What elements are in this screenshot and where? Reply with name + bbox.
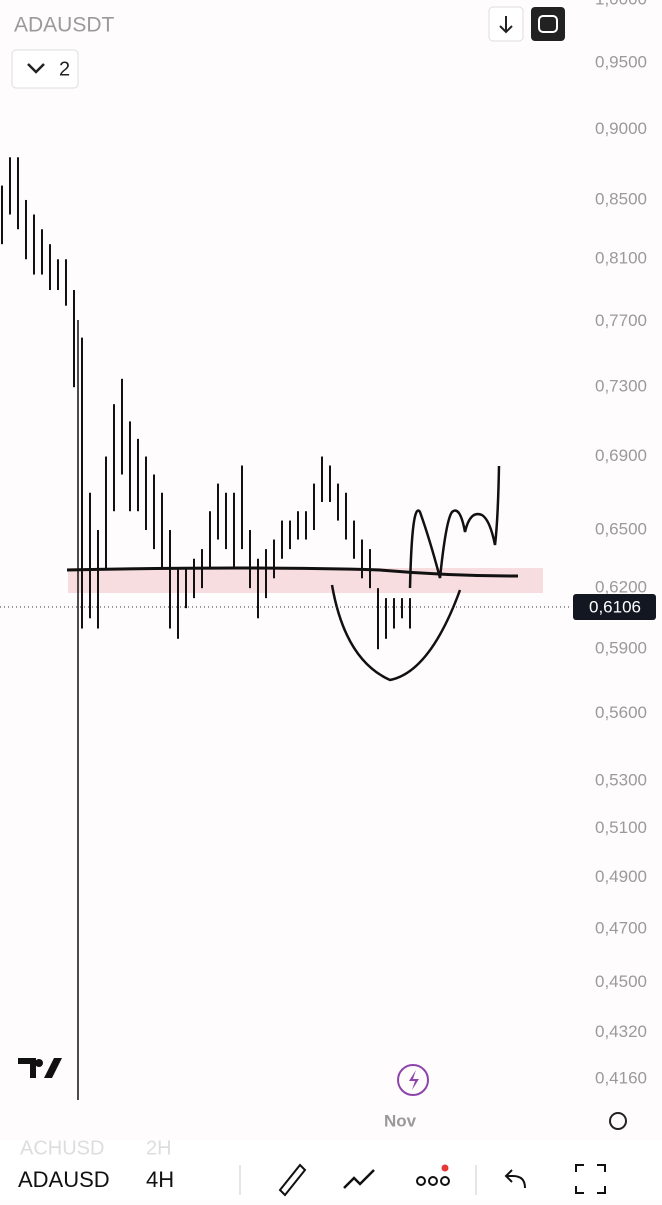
support-zone (68, 568, 543, 593)
toolbar-interval[interactable]: 4H (146, 1167, 174, 1192)
projection-drawing (408, 465, 501, 589)
fullscreen-icon (538, 15, 558, 33)
y-tick-label: 0,8500 (595, 189, 647, 208)
bolt-icon (409, 1070, 419, 1090)
y-tick-label: 0,4160 (595, 1069, 647, 1088)
y-tick-label: 0,7300 (595, 377, 647, 396)
last-price-label: 0,6106 (589, 597, 641, 616)
y-tick-label: 0,8100 (595, 249, 647, 268)
indicator-icon[interactable] (343, 1169, 375, 1189)
x-tick-label: Nov (384, 1111, 417, 1130)
y-tick-label: 0,5300 (595, 771, 647, 790)
y-tick-label: 0,4500 (595, 972, 647, 991)
chevron-icon (27, 63, 45, 74)
y-tick-label: 0,4700 (595, 918, 647, 937)
undo-icon[interactable] (504, 1169, 526, 1189)
y-tick-label: 0,4900 (595, 867, 647, 886)
y-tick-label: 0,5600 (595, 703, 647, 722)
y-tick-label: 0,9500 (595, 53, 647, 72)
y-tick-label: 0,6200 (595, 578, 647, 597)
y-tick-label: 0,5900 (595, 639, 647, 658)
arrow-icon (499, 16, 513, 34)
more-icon[interactable] (416, 1164, 450, 1186)
logo-dot (35, 1059, 43, 1067)
layout-button[interactable] (11, 49, 79, 89)
y-tick-label: 0,5100 (595, 818, 647, 837)
cup-drawing (330, 584, 462, 682)
y-tick-label: 0,7700 (595, 311, 647, 330)
draw-icon[interactable] (278, 1163, 307, 1197)
settings-button[interactable] (609, 1112, 627, 1130)
y-tick-label: 0,4320 (595, 1022, 647, 1041)
toolbar (0, 1140, 662, 1200)
trend-line (66, 566, 519, 578)
prev-symbol: ACHUSD (20, 1137, 104, 1159)
last-price-box (573, 593, 656, 620)
layout-count: 2 (59, 58, 70, 80)
y-tick-label: 0,6900 (595, 446, 647, 465)
symbol-title: ADAUSDT (14, 14, 115, 37)
prev-interval: 2H (146, 1137, 172, 1159)
y-tick-label: 0,6500 (595, 520, 647, 539)
fullscreen-button[interactable] (531, 7, 565, 41)
expand-icon[interactable] (575, 1164, 606, 1194)
toolbar-symbol[interactable]: ADAUSD (18, 1167, 110, 1192)
logo (18, 1058, 62, 1078)
events-button[interactable] (397, 1064, 429, 1096)
y-tick-label: 0,9000 (595, 119, 647, 138)
